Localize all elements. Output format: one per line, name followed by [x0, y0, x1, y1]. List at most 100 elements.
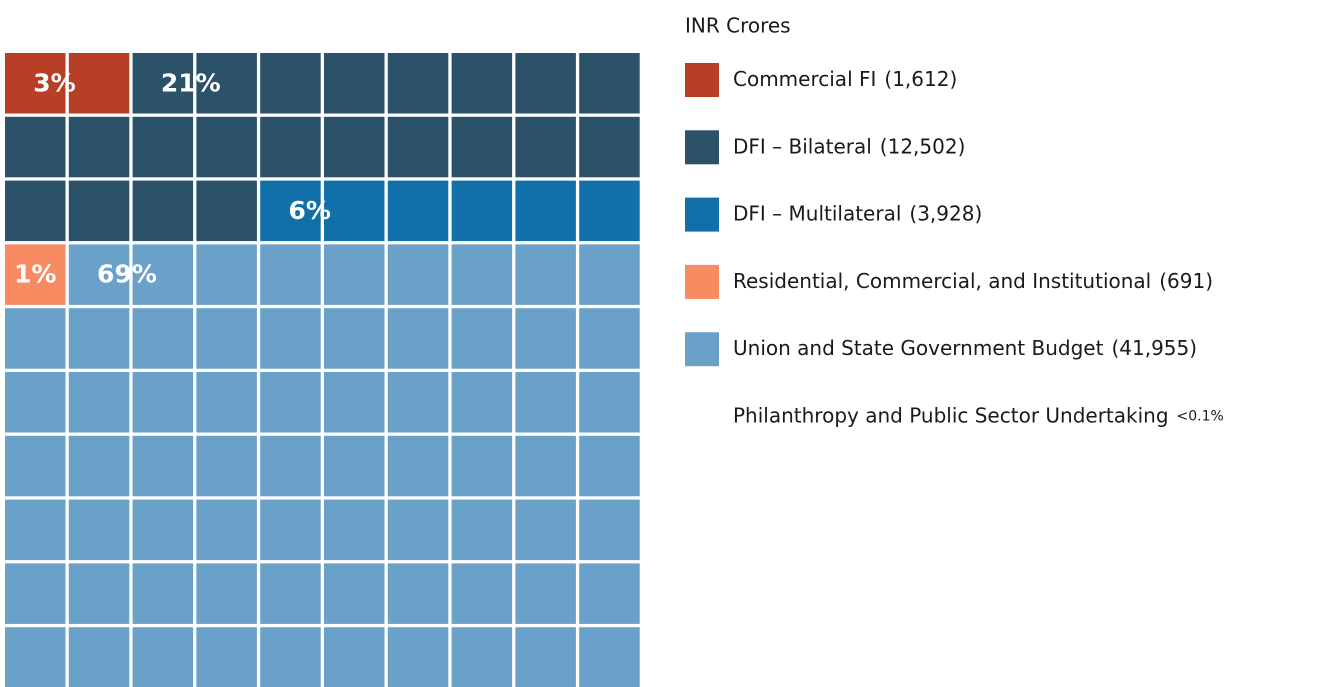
waffle-cell	[5, 244, 66, 305]
waffle-cell	[260, 372, 321, 433]
waffle-cell	[68, 53, 130, 114]
waffle-cell	[68, 180, 130, 242]
waffle-cell	[579, 53, 640, 114]
waffle-cell	[579, 499, 640, 561]
waffle-cell	[68, 308, 130, 369]
waffle-cell	[387, 180, 449, 242]
waffle-cell	[196, 563, 257, 624]
waffle-cell	[68, 563, 130, 624]
waffle-cell	[387, 499, 449, 561]
waffle-cell	[5, 435, 66, 497]
legend-label: Residential, Commercial, and Institution…	[733, 268, 1213, 292]
waffle-cell	[324, 180, 385, 242]
waffle-cell	[196, 244, 257, 305]
waffle-cell	[68, 116, 130, 178]
waffle-cell	[387, 244, 449, 305]
legend-value: (691)	[1159, 268, 1213, 292]
legend-name: Union and State Government Budget	[733, 336, 1104, 360]
waffle-cell	[260, 180, 321, 242]
waffle-cell	[196, 53, 257, 114]
waffle-cell	[132, 627, 194, 687]
waffle-cell	[260, 627, 321, 687]
waffle-cell	[451, 372, 513, 433]
waffle-cell	[260, 308, 321, 369]
waffle-cell	[324, 244, 385, 305]
waffle-cell	[132, 180, 194, 242]
waffle-cell	[324, 53, 385, 114]
legend-swatch	[685, 63, 719, 97]
note-label: Philanthropy and Public Sector Undertaki…	[733, 403, 1224, 427]
waffle-cell	[5, 308, 66, 369]
waffle-cell	[196, 308, 257, 369]
waffle-cell	[132, 53, 194, 114]
waffle-cell	[515, 53, 576, 114]
waffle-cell	[68, 372, 130, 433]
legend-title: INR Crores	[685, 14, 791, 38]
waffle-cell	[451, 244, 513, 305]
share-label: 1%	[14, 260, 56, 289]
waffle-cell	[451, 627, 513, 687]
waffle-cell	[579, 180, 640, 242]
waffle-cell	[5, 53, 66, 114]
waffle-cell	[579, 435, 640, 497]
waffle-cell	[260, 244, 321, 305]
legend-label: DFI – Bilateral (12,502)	[733, 134, 965, 158]
legend-label: Union and State Government Budget (41,955…	[733, 336, 1197, 360]
legend-swatch	[685, 332, 719, 367]
waffle-cell	[5, 627, 66, 687]
waffle-cell	[5, 372, 66, 433]
waffle-cell	[132, 308, 194, 369]
waffle-cell	[515, 116, 576, 178]
waffle-cell	[196, 116, 257, 178]
waffle-cell	[68, 435, 130, 497]
waffle-cell	[324, 308, 385, 369]
waffle-cell	[451, 499, 513, 561]
waffle-cell	[324, 563, 385, 624]
waffle-cell	[515, 563, 576, 624]
waffle-cell	[196, 499, 257, 561]
legend-name: Residential, Commercial, and Institution…	[733, 268, 1151, 292]
legend-label: DFI – Multilateral (3,928)	[733, 201, 982, 225]
waffle-cell	[132, 372, 194, 433]
waffle-cell	[5, 499, 66, 561]
waffle-cell	[132, 116, 194, 178]
waffle-cell	[387, 563, 449, 624]
waffle-cell	[196, 372, 257, 433]
waffle-cell	[324, 499, 385, 561]
legend-name: DFI – Multilateral	[733, 201, 901, 225]
share-label: 3%	[33, 68, 75, 97]
waffle-cell	[515, 627, 576, 687]
waffle-cell	[324, 627, 385, 687]
legend-value: (1,612)	[884, 67, 957, 91]
waffle-cell	[579, 627, 640, 687]
waffle-cell	[579, 116, 640, 178]
waffle-cell	[515, 308, 576, 369]
waffle-cell	[260, 53, 321, 114]
waffle-cell	[260, 499, 321, 561]
waffle-cell	[132, 563, 194, 624]
waffle-cell	[196, 435, 257, 497]
waffle-cell	[579, 372, 640, 433]
waffle-cell	[68, 499, 130, 561]
legend-swatch	[685, 197, 719, 232]
legend-label: Commercial FI (1,612)	[733, 67, 957, 91]
legend-value: (12,502)	[880, 134, 966, 158]
waffle-cell	[324, 372, 385, 433]
waffle-cell	[68, 244, 130, 305]
legend-value: (41,955)	[1111, 336, 1197, 360]
waffle-cell	[451, 563, 513, 624]
waffle-cell	[196, 627, 257, 687]
waffle-cell	[579, 563, 640, 624]
share-label: 69%	[97, 260, 157, 289]
waffle-cell	[451, 116, 513, 178]
waffle-cell	[5, 563, 66, 624]
waffle-cell	[132, 499, 194, 561]
waffle-cell	[132, 244, 194, 305]
waffle-cell	[387, 53, 449, 114]
legend-name: DFI – Bilateral	[733, 134, 872, 158]
waffle-cell	[387, 372, 449, 433]
note-name: Philanthropy and Public Sector Undertaki…	[733, 403, 1169, 427]
legend-name: Commercial FI	[733, 67, 876, 91]
waffle-cell	[5, 116, 66, 178]
